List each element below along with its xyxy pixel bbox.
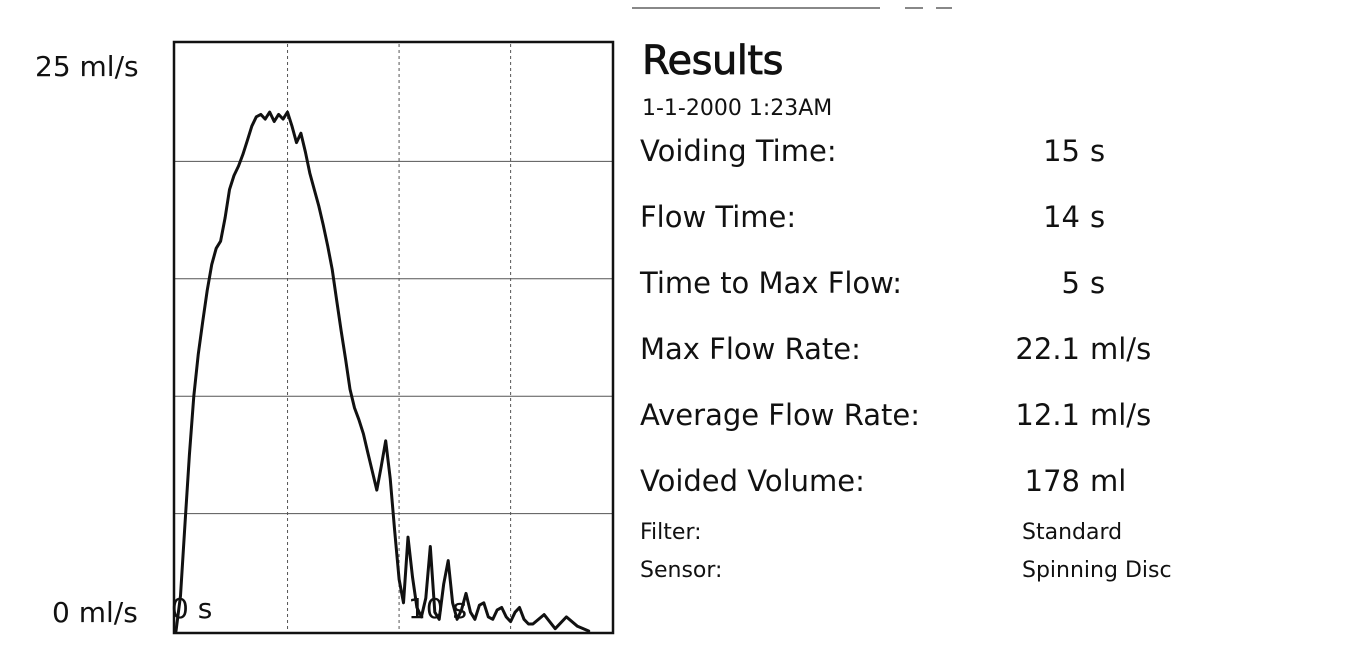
metric-label: Average Flow Rate: bbox=[640, 398, 920, 432]
metric-label: Voided Volume: bbox=[640, 464, 865, 498]
x-tick-label-10s: 10 s bbox=[408, 592, 467, 625]
metric-unit: ml/s bbox=[1090, 332, 1152, 366]
info-label: Sensor: bbox=[640, 558, 723, 583]
metric-flow-time: Flow Time: 14 s bbox=[640, 200, 1106, 234]
flow-series-line bbox=[174, 110, 591, 633]
info-value: Standard bbox=[1022, 520, 1123, 545]
chart-grid bbox=[174, 44, 613, 631]
metric-label: Voiding Time: bbox=[640, 134, 837, 168]
metric-max-flow-rate: Max Flow Rate: 22.1 ml/s bbox=[640, 332, 1152, 366]
y-tick-label-min: 0 ml/s bbox=[52, 596, 138, 629]
flow-chart: 0 s 10 s bbox=[171, 40, 615, 635]
scan-artifact-line bbox=[632, 7, 880, 9]
metric-unit: ml/s bbox=[1090, 398, 1152, 432]
metric-label: Flow Time: bbox=[640, 200, 797, 234]
metric-average-flow-rate: Average Flow Rate: 12.1 ml/s bbox=[640, 398, 1152, 432]
x-tick-label-0s: 0 s bbox=[171, 592, 212, 625]
metric-unit: ml bbox=[1090, 464, 1127, 498]
metric-unit: s bbox=[1090, 200, 1106, 234]
info-filter: Filter: Standard bbox=[640, 520, 1340, 550]
metric-time-to-max-flow: Time to Max Flow: 5 s bbox=[640, 266, 1106, 300]
plot-frame bbox=[172, 40, 615, 635]
scan-artifact-line bbox=[905, 7, 923, 9]
info-sensor: Sensor: Spinning Disc bbox=[640, 558, 1340, 588]
results-title: Results bbox=[642, 38, 784, 85]
metric-label: Time to Max Flow: bbox=[640, 266, 903, 300]
metric-unit: s bbox=[1090, 266, 1106, 300]
results-datetime: 1-1-2000 1:23AM bbox=[642, 96, 833, 121]
metric-voided-volume: Voided Volume: 178 ml bbox=[640, 464, 1127, 498]
scan-artifact-line bbox=[936, 7, 952, 9]
metric-unit: s bbox=[1090, 134, 1106, 168]
info-value: Spinning Disc bbox=[1022, 558, 1172, 583]
metric-label: Max Flow Rate: bbox=[640, 332, 861, 366]
info-label: Filter: bbox=[640, 520, 702, 545]
y-tick-label-max: 25 ml/s bbox=[35, 50, 139, 83]
metric-voiding-time: Voiding Time: 15 s bbox=[640, 134, 1106, 168]
